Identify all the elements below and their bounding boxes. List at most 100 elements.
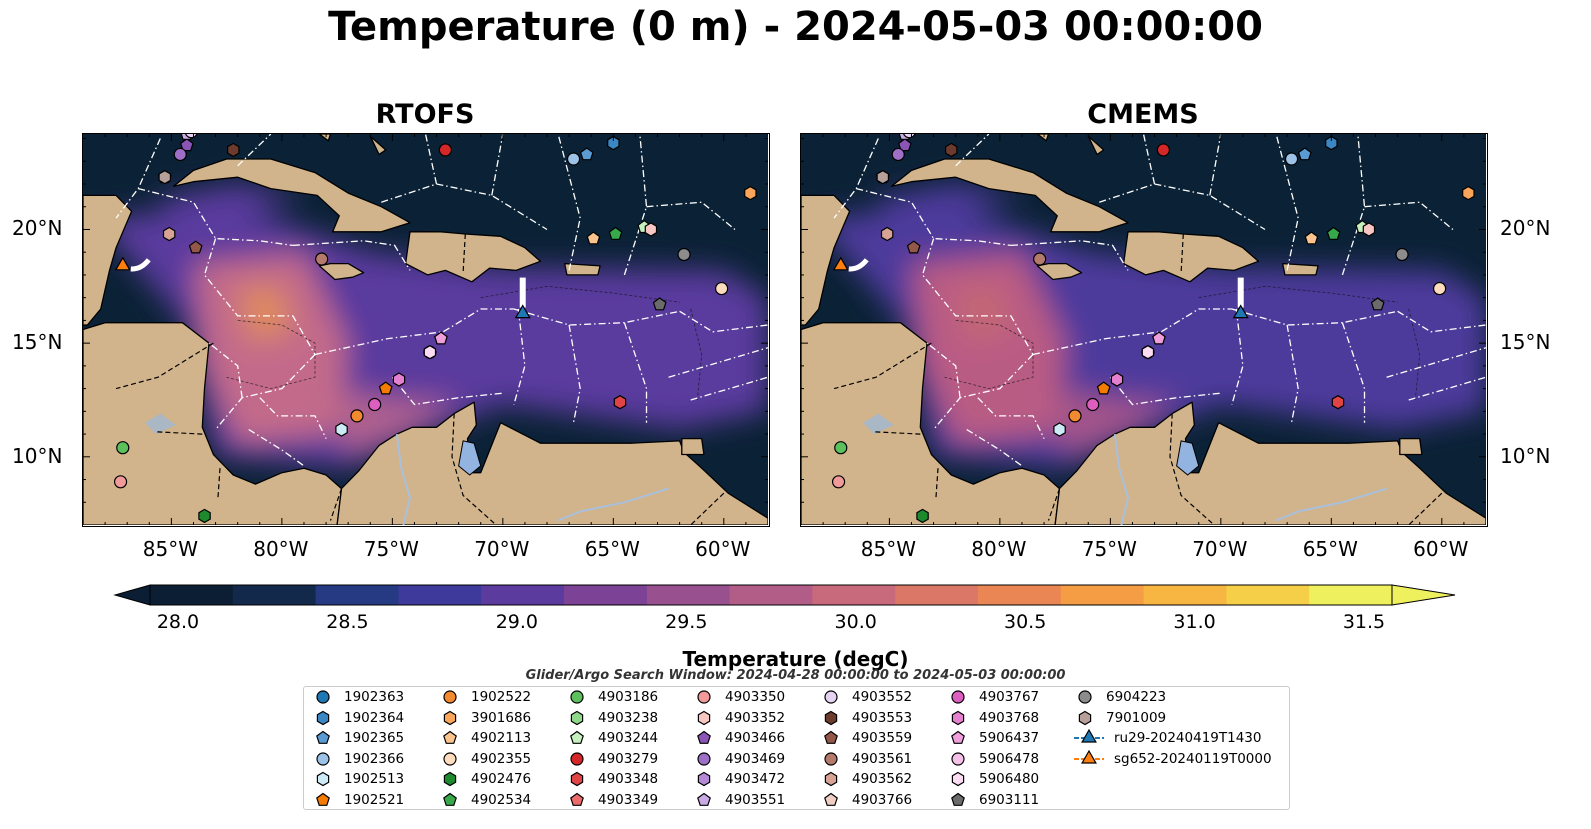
legend-symbol <box>1081 749 1097 764</box>
legend-marker-hexagon-icon <box>443 771 457 787</box>
float-4903561 <box>315 252 329 266</box>
legend-symbol <box>951 730 965 744</box>
legend-item: 4902534 <box>439 790 531 810</box>
float-7901009 <box>876 170 890 185</box>
legend-symbol <box>443 771 457 787</box>
float-6904223 <box>1395 247 1409 262</box>
float-1902521 <box>378 381 393 395</box>
colorbar-segment <box>398 585 482 605</box>
x-tick-label: 65°W <box>584 537 640 561</box>
legend-label: 6903111 <box>979 791 1040 808</box>
legend-symbol <box>570 730 584 744</box>
float-4903350 <box>831 475 846 489</box>
colorbar-low-extend <box>113 584 151 606</box>
legend-item: 4903768 <box>947 708 1039 728</box>
x-tick-label: 80°W <box>971 537 1027 561</box>
legend-marker-circle-icon <box>570 751 584 766</box>
legend-label: 4903553 <box>852 709 913 726</box>
legend-symbol <box>951 751 965 766</box>
legend-symbol <box>443 792 457 806</box>
legend-label: 1902513 <box>344 771 405 787</box>
float-4903186 <box>834 441 848 455</box>
legend-label: sg652-20240119T0000 <box>1114 750 1272 767</box>
float-5906437 <box>1152 331 1166 345</box>
float-4903562 <box>162 226 176 242</box>
legend-marker-circle-icon <box>1078 690 1092 704</box>
colorbar-tick-label: 31.5 <box>1342 611 1386 633</box>
legend-item: 4903279 <box>566 749 658 769</box>
legend-label: 4903186 <box>598 689 659 705</box>
legend-marker-circle-icon <box>951 751 965 766</box>
legend-marker-pentagon-icon <box>316 792 330 806</box>
float-1902513 <box>1053 422 1066 437</box>
float-4902476 <box>916 508 929 524</box>
legend-label: 4903279 <box>598 750 659 767</box>
x-tick-label: 75°W <box>1081 537 1137 561</box>
glider-ru29-20240419T1430 <box>514 304 531 319</box>
colorbar-segment <box>895 585 979 605</box>
map-panel-cmems <box>800 133 1488 527</box>
legend-marker-circle-icon <box>443 690 457 704</box>
legend-symbol <box>316 792 330 806</box>
legend-label: 4902476 <box>471 771 532 787</box>
legend-item: 4903562 <box>820 769 912 789</box>
x-tick-label: 70°W <box>1192 537 1248 561</box>
legend-symbol <box>697 771 711 787</box>
legend-item: 4903349 <box>566 790 658 810</box>
legend-item: 6904223 <box>1074 687 1166 707</box>
legend-label: 4903551 <box>725 791 786 808</box>
legend-item: 4903553 <box>820 708 912 728</box>
legend-item: ru29-20240419T1430 <box>1074 728 1261 748</box>
legend-marker-hexagon-icon <box>951 710 965 725</box>
float-4903552 <box>185 134 198 139</box>
legend-item: 4903551 <box>693 790 785 810</box>
float-1902522 <box>1068 409 1082 423</box>
float-4903559 <box>188 240 203 254</box>
legend-item: 4903238 <box>566 708 658 728</box>
legend-symbol <box>951 771 965 787</box>
panel-title-cmems: CMEMS <box>1087 99 1199 130</box>
legend-marker-hexagon-icon <box>570 710 584 725</box>
legend-symbol <box>1078 710 1092 725</box>
float-6904223 <box>677 247 691 262</box>
legend-marker-triangle-icon <box>1074 729 1104 743</box>
legend-marker-circle-icon <box>951 690 965 704</box>
legend-marker-pentagon-icon <box>824 792 838 806</box>
legend-label: 1902522 <box>471 689 532 705</box>
legend-marker-hexagon-icon <box>951 771 965 787</box>
search-window-text: Glider/Argo Search Window: 2024-04-28 00… <box>525 668 1066 683</box>
legend-item: 4903469 <box>693 749 785 769</box>
legend-marker-pentagon-icon <box>697 792 711 806</box>
float-4903553 <box>945 142 958 158</box>
legend-marker-circle-icon <box>316 751 330 766</box>
legend-label: 4903352 <box>725 709 786 726</box>
legend-symbol <box>824 710 838 725</box>
colorbar-tick-label: 28.0 <box>156 611 200 633</box>
float-4902355 <box>714 281 729 296</box>
legend-label: 1902365 <box>344 730 405 746</box>
colorbar-tick-label: 31.0 <box>1173 611 1216 633</box>
float-4902355 <box>1432 281 1447 296</box>
y-tick-label-left: 20°N <box>12 216 63 241</box>
legend-marker-circle-icon <box>443 751 457 766</box>
x-tick-label: 60°W <box>695 537 751 561</box>
float-4903352 <box>1362 222 1376 237</box>
legend-label: 1902363 <box>344 689 405 705</box>
colorbar-segment <box>812 585 896 605</box>
float-4903352 <box>644 222 658 237</box>
legend-marker-hexagon-icon <box>1078 710 1092 725</box>
x-tick-label: 60°W <box>1413 537 1469 561</box>
float-5906437 <box>434 331 448 345</box>
y-tick-label-right: 20°N <box>1500 216 1551 241</box>
legend-item: sg652-20240119T0000 <box>1074 749 1272 769</box>
legend-item: 4902113 <box>439 728 531 748</box>
colorbar-segment <box>232 585 317 605</box>
float-4902113 <box>586 231 601 245</box>
float-6903111 <box>652 297 667 311</box>
legend-item: 4903561 <box>820 749 912 769</box>
legend-symbol <box>316 771 330 787</box>
float-7901009 <box>158 170 172 185</box>
float-4902534 <box>1326 226 1341 240</box>
legend-label: 4903766 <box>852 791 913 808</box>
colorbar-tick-label: 29.5 <box>665 611 708 633</box>
